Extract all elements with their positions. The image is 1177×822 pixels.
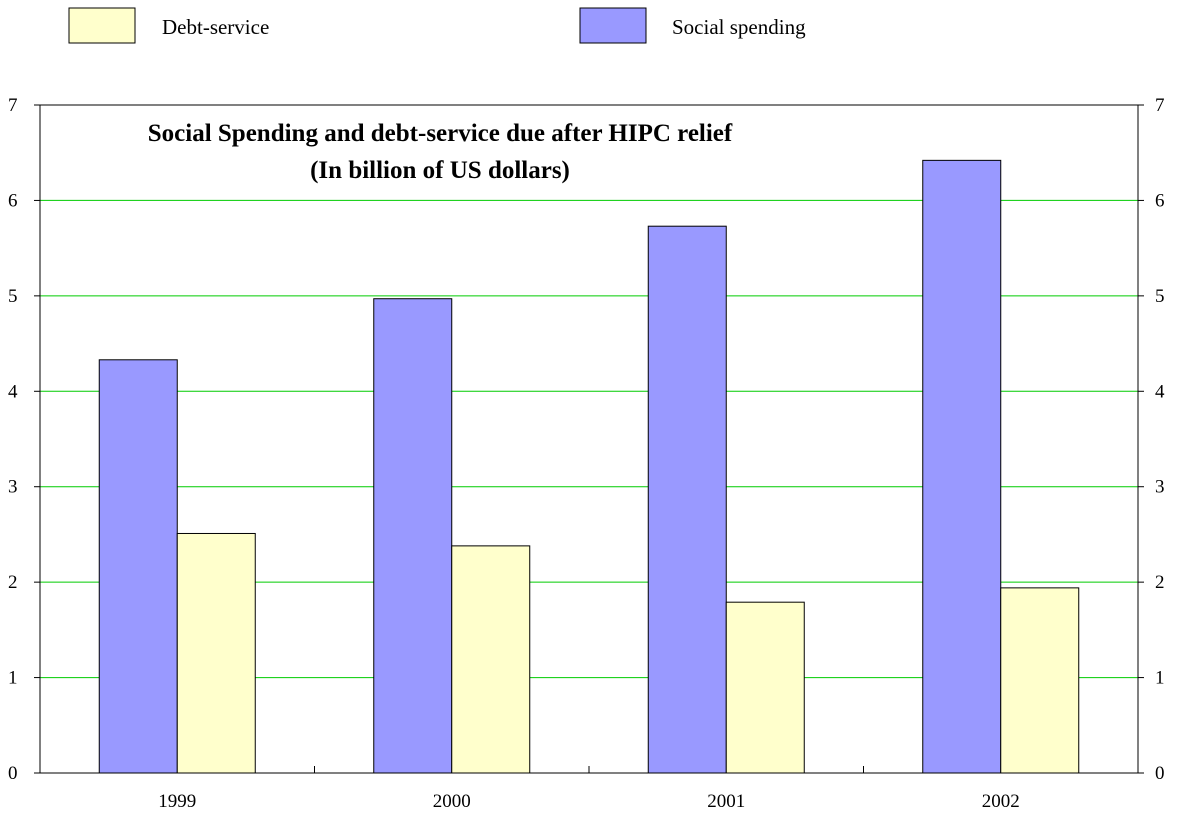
y-tick-label-left: 7: [8, 95, 18, 116]
bar-social-spending-2001: [647, 225, 727, 774]
y-tick-label-left: 1: [8, 668, 18, 689]
y-tick-label-left: 5: [8, 286, 18, 307]
bars: [98, 159, 1080, 774]
x-tick-label: 2002: [982, 791, 1020, 812]
y-tick-label-left: 2: [8, 572, 18, 593]
legend-swatch-social-spending: [579, 7, 647, 44]
bar-debt-service-2000: [451, 545, 531, 774]
chart-subtitle: (In billion of US dollars): [310, 157, 570, 184]
y-tick-label-right: 0: [1155, 763, 1165, 784]
y-tick-label-left: 0: [8, 763, 18, 784]
y-tick-label-left: 3: [8, 477, 18, 498]
y-tick-label-right: 1: [1155, 668, 1165, 689]
axis-labels: 0 0 1 1 2 2 3 3 4 4 5 5 6 6 7 7 1999 2000 2001 2002: [8, 95, 1165, 812]
legend: Debt-service Social spending: [68, 7, 806, 44]
bar-debt-service-2001: [725, 601, 805, 774]
x-tick-label: 2001: [707, 791, 745, 812]
y-tick-label-right: 3: [1155, 477, 1165, 498]
x-tick-label: 2000: [433, 791, 471, 812]
y-tick-label-left: 4: [8, 381, 18, 402]
y-tick-label-left: 6: [8, 190, 18, 211]
axis-ticks: [34, 104, 1144, 774]
legend-label-debt-service: Debt-service: [162, 15, 269, 39]
bar-debt-service-2002: [1000, 587, 1080, 774]
legend-label-social-spending: Social spending: [672, 15, 806, 39]
y-tick-label-right: 5: [1155, 286, 1165, 307]
y-tick-label-right: 6: [1155, 190, 1165, 211]
y-tick-label-right: 2: [1155, 572, 1165, 593]
legend-swatch-debt-service: [68, 7, 136, 44]
bar-social-spending-2000: [373, 298, 453, 774]
x-tick-label: 1999: [158, 791, 196, 812]
bar-debt-service-1999: [176, 532, 256, 774]
chart-title: Social Spending and debt-service due aft…: [148, 120, 733, 147]
y-tick-label-right: 7: [1155, 95, 1165, 116]
bar-social-spending-2002: [922, 159, 1002, 774]
y-tick-label-right: 4: [1155, 381, 1165, 402]
bar-social-spending-1999: [98, 359, 178, 774]
